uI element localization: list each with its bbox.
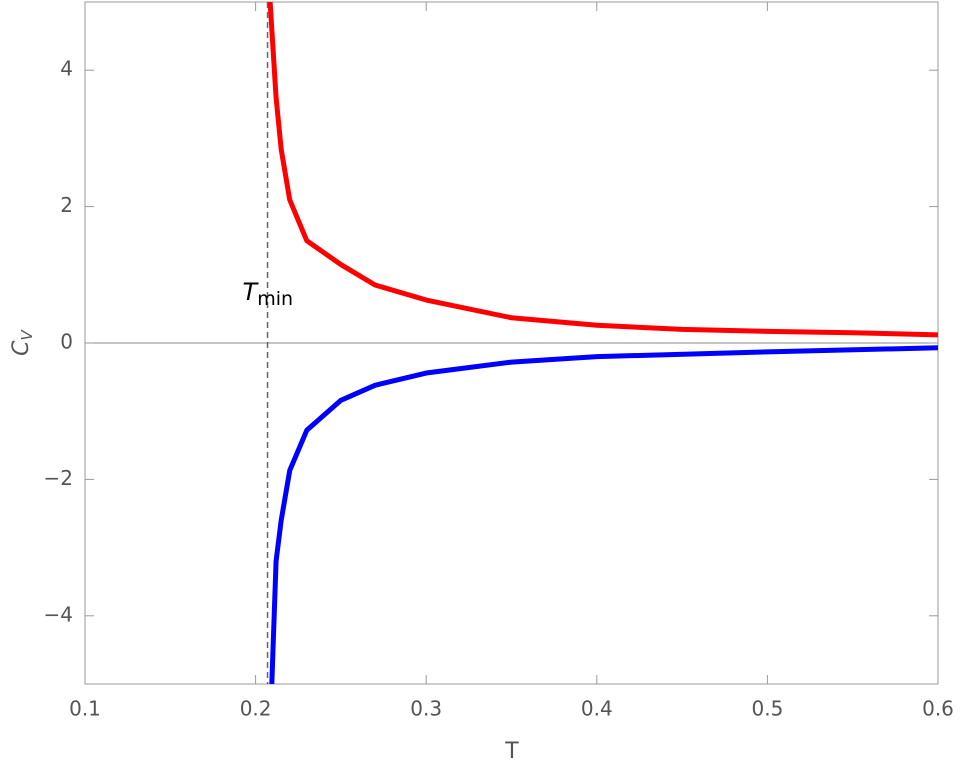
curve bbox=[269, 345, 938, 684]
x-tick-label: 0.1 bbox=[69, 697, 101, 721]
y-tick-label: 0 bbox=[60, 330, 73, 354]
x-tick-label: 0.2 bbox=[240, 697, 272, 721]
x-tick-label: 0.4 bbox=[581, 697, 613, 721]
y-tick-label: 2 bbox=[60, 193, 73, 217]
annotation: Tmin bbox=[243, 278, 294, 310]
annotation-main: T bbox=[243, 278, 260, 306]
x-tick-label: 0.6 bbox=[922, 697, 954, 721]
y-tick-label: −2 bbox=[44, 466, 73, 490]
x-axis-title: T bbox=[504, 739, 519, 764]
y-axis-title-main: C bbox=[9, 340, 34, 356]
y-axis-title-sub: V bbox=[18, 328, 36, 340]
y-tick-label: 4 bbox=[60, 57, 73, 81]
curve bbox=[267, 2, 938, 338]
y-tick-label: −4 bbox=[44, 602, 73, 626]
annotation-sub: min bbox=[257, 288, 293, 310]
x-tick-label: 0.3 bbox=[410, 697, 442, 721]
y-axis-title: CV bbox=[9, 328, 36, 355]
x-tick-label: 0.5 bbox=[751, 697, 783, 721]
